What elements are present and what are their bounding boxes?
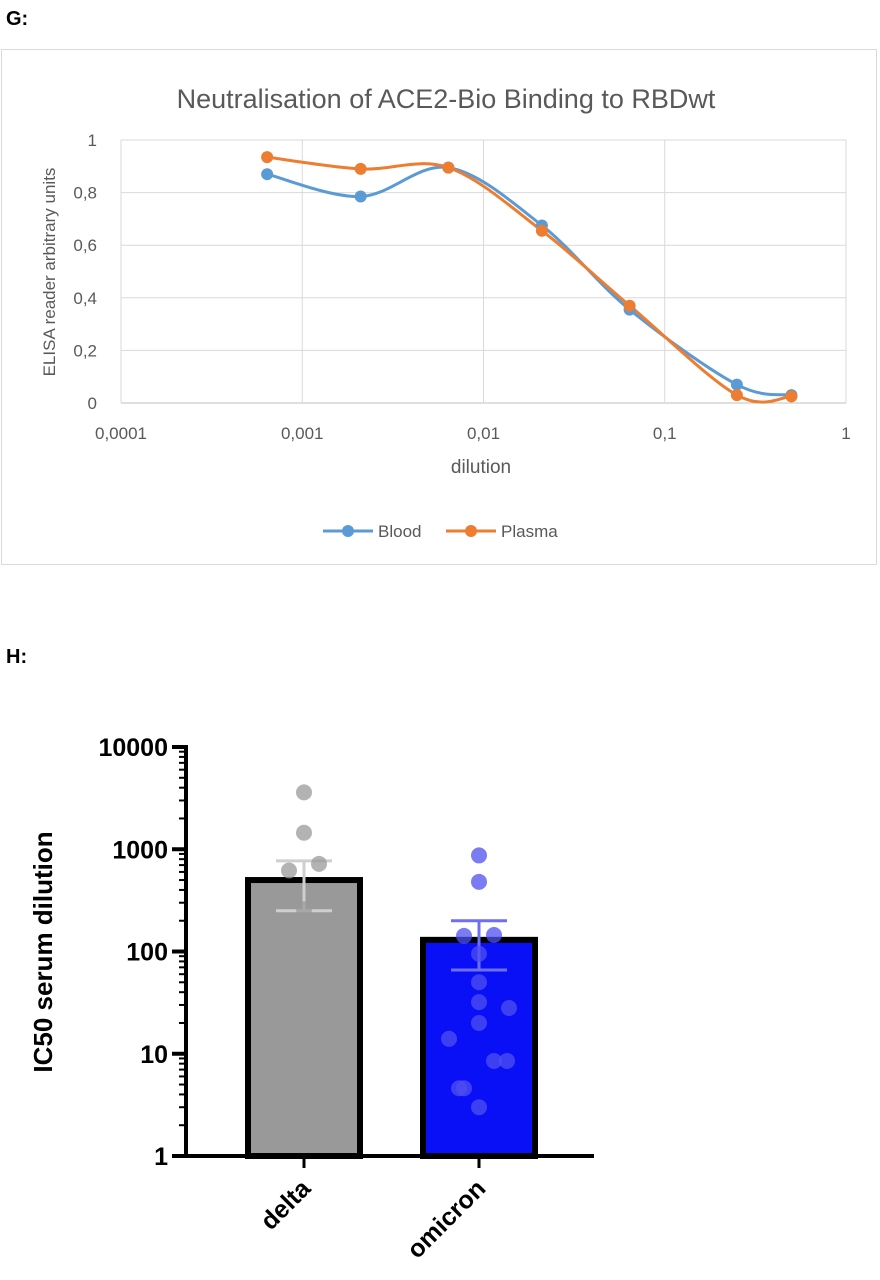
data-point-delta <box>324 984 340 1001</box>
x-tick-label: 0,001 <box>281 424 324 443</box>
data-point-omicron <box>471 945 487 962</box>
data-point-plasma <box>623 299 636 312</box>
data-point-plasma <box>261 151 274 164</box>
data-point-delta <box>296 824 312 841</box>
data-point-delta <box>311 855 327 872</box>
legend-marker-plasma <box>465 525 477 537</box>
y-tick-label: 0,2 <box>73 341 97 360</box>
data-point-blood <box>261 168 274 181</box>
series-line-plasma <box>266 155 792 404</box>
y-tick-label: 1 <box>88 131 97 150</box>
data-point-delta <box>266 984 282 1001</box>
legend-label: Blood <box>378 522 421 541</box>
data-point-blood <box>730 378 743 391</box>
y-tick-label: 1 <box>154 1143 168 1171</box>
data-point-omicron <box>501 1000 517 1017</box>
data-point-omicron <box>471 873 487 890</box>
data-point-omicron <box>451 1080 467 1097</box>
data-point-plasma <box>442 161 455 174</box>
x-tick-label: omicron <box>402 1174 492 1264</box>
data-point-delta <box>296 974 312 991</box>
data-point-omicron <box>486 1052 502 1069</box>
y-tick-label: 10 <box>140 1041 168 1069</box>
y-tick-label: 0,4 <box>73 289 97 308</box>
data-point-omicron <box>441 1030 457 1047</box>
panel-label-g: G: <box>6 8 29 30</box>
data-point-delta <box>296 901 312 918</box>
y-tick-label: 100 <box>126 939 168 967</box>
y-axis-label: ELISA reader arbitrary units <box>40 168 59 377</box>
data-point-delta <box>326 964 342 981</box>
legend: Blood Plasma <box>323 522 558 541</box>
data-point-delta <box>311 1001 327 1018</box>
y-axis-label: IC50 serum dilution <box>28 831 58 1072</box>
y-tick-label: 0 <box>88 394 97 413</box>
data-points <box>266 784 517 1116</box>
data-point-omicron <box>486 927 502 944</box>
x-tick-label: 0,01 <box>467 424 500 443</box>
data-point-blood <box>354 190 367 203</box>
data-point-omicron <box>499 1052 515 1069</box>
data-point-delta <box>281 862 297 879</box>
x-tick-label: 0,0001 <box>95 424 147 443</box>
data-point-delta <box>296 784 312 801</box>
y-tick-label: 0,6 <box>73 236 97 255</box>
data-point-omicron <box>471 974 487 991</box>
axes: 0 0,2 0,4 0,6 0,8 1 0,0001 0,001 0,01 0,1 1 <box>73 131 850 443</box>
data-point-plasma <box>785 390 798 403</box>
series-lines <box>266 155 792 404</box>
y-tick-label: 0,8 <box>73 184 97 203</box>
data-point-omicron <box>456 927 472 944</box>
legend-marker-blood <box>342 525 354 537</box>
x-axis-label: dilution <box>451 457 511 478</box>
data-point-plasma <box>354 162 367 175</box>
legend-label: Plasma <box>501 522 558 541</box>
data-point-omicron <box>471 1099 487 1116</box>
data-point-plasma <box>535 224 548 237</box>
data-point-omicron <box>471 847 487 864</box>
data-point-delta <box>296 921 312 938</box>
data-point-delta <box>276 1037 292 1054</box>
gridlines <box>120 139 847 404</box>
data-point-omicron <box>471 1014 487 1031</box>
chart-title: Neutralisation of ACE2-Bio Binding to RB… <box>177 84 716 114</box>
data-point-delta <box>296 943 312 960</box>
series-line-blood <box>266 165 792 397</box>
data-point-delta <box>281 1017 297 1034</box>
panel-label-h: H: <box>6 646 28 668</box>
data-point-plasma <box>730 389 743 402</box>
y-tick-label: 1000 <box>112 836 168 864</box>
y-tick-label: 10000 <box>98 734 168 762</box>
bar-omicron <box>420 936 538 1160</box>
x-tick-label: 0,1 <box>653 424 677 443</box>
data-point-omicron <box>471 994 487 1011</box>
chart-g-container: Neutralisation of ACE2-Bio Binding to RB… <box>1 49 877 565</box>
x-tick-label: 1 <box>841 424 850 443</box>
chart-h: IC50 serum dilution delta omicron 1 10 100 10… <box>28 734 594 1264</box>
series-points <box>261 151 798 403</box>
x-tick-label: delta <box>255 1174 317 1236</box>
chart-g: Neutralisation of ACE2-Bio Binding to RB… <box>40 84 851 541</box>
